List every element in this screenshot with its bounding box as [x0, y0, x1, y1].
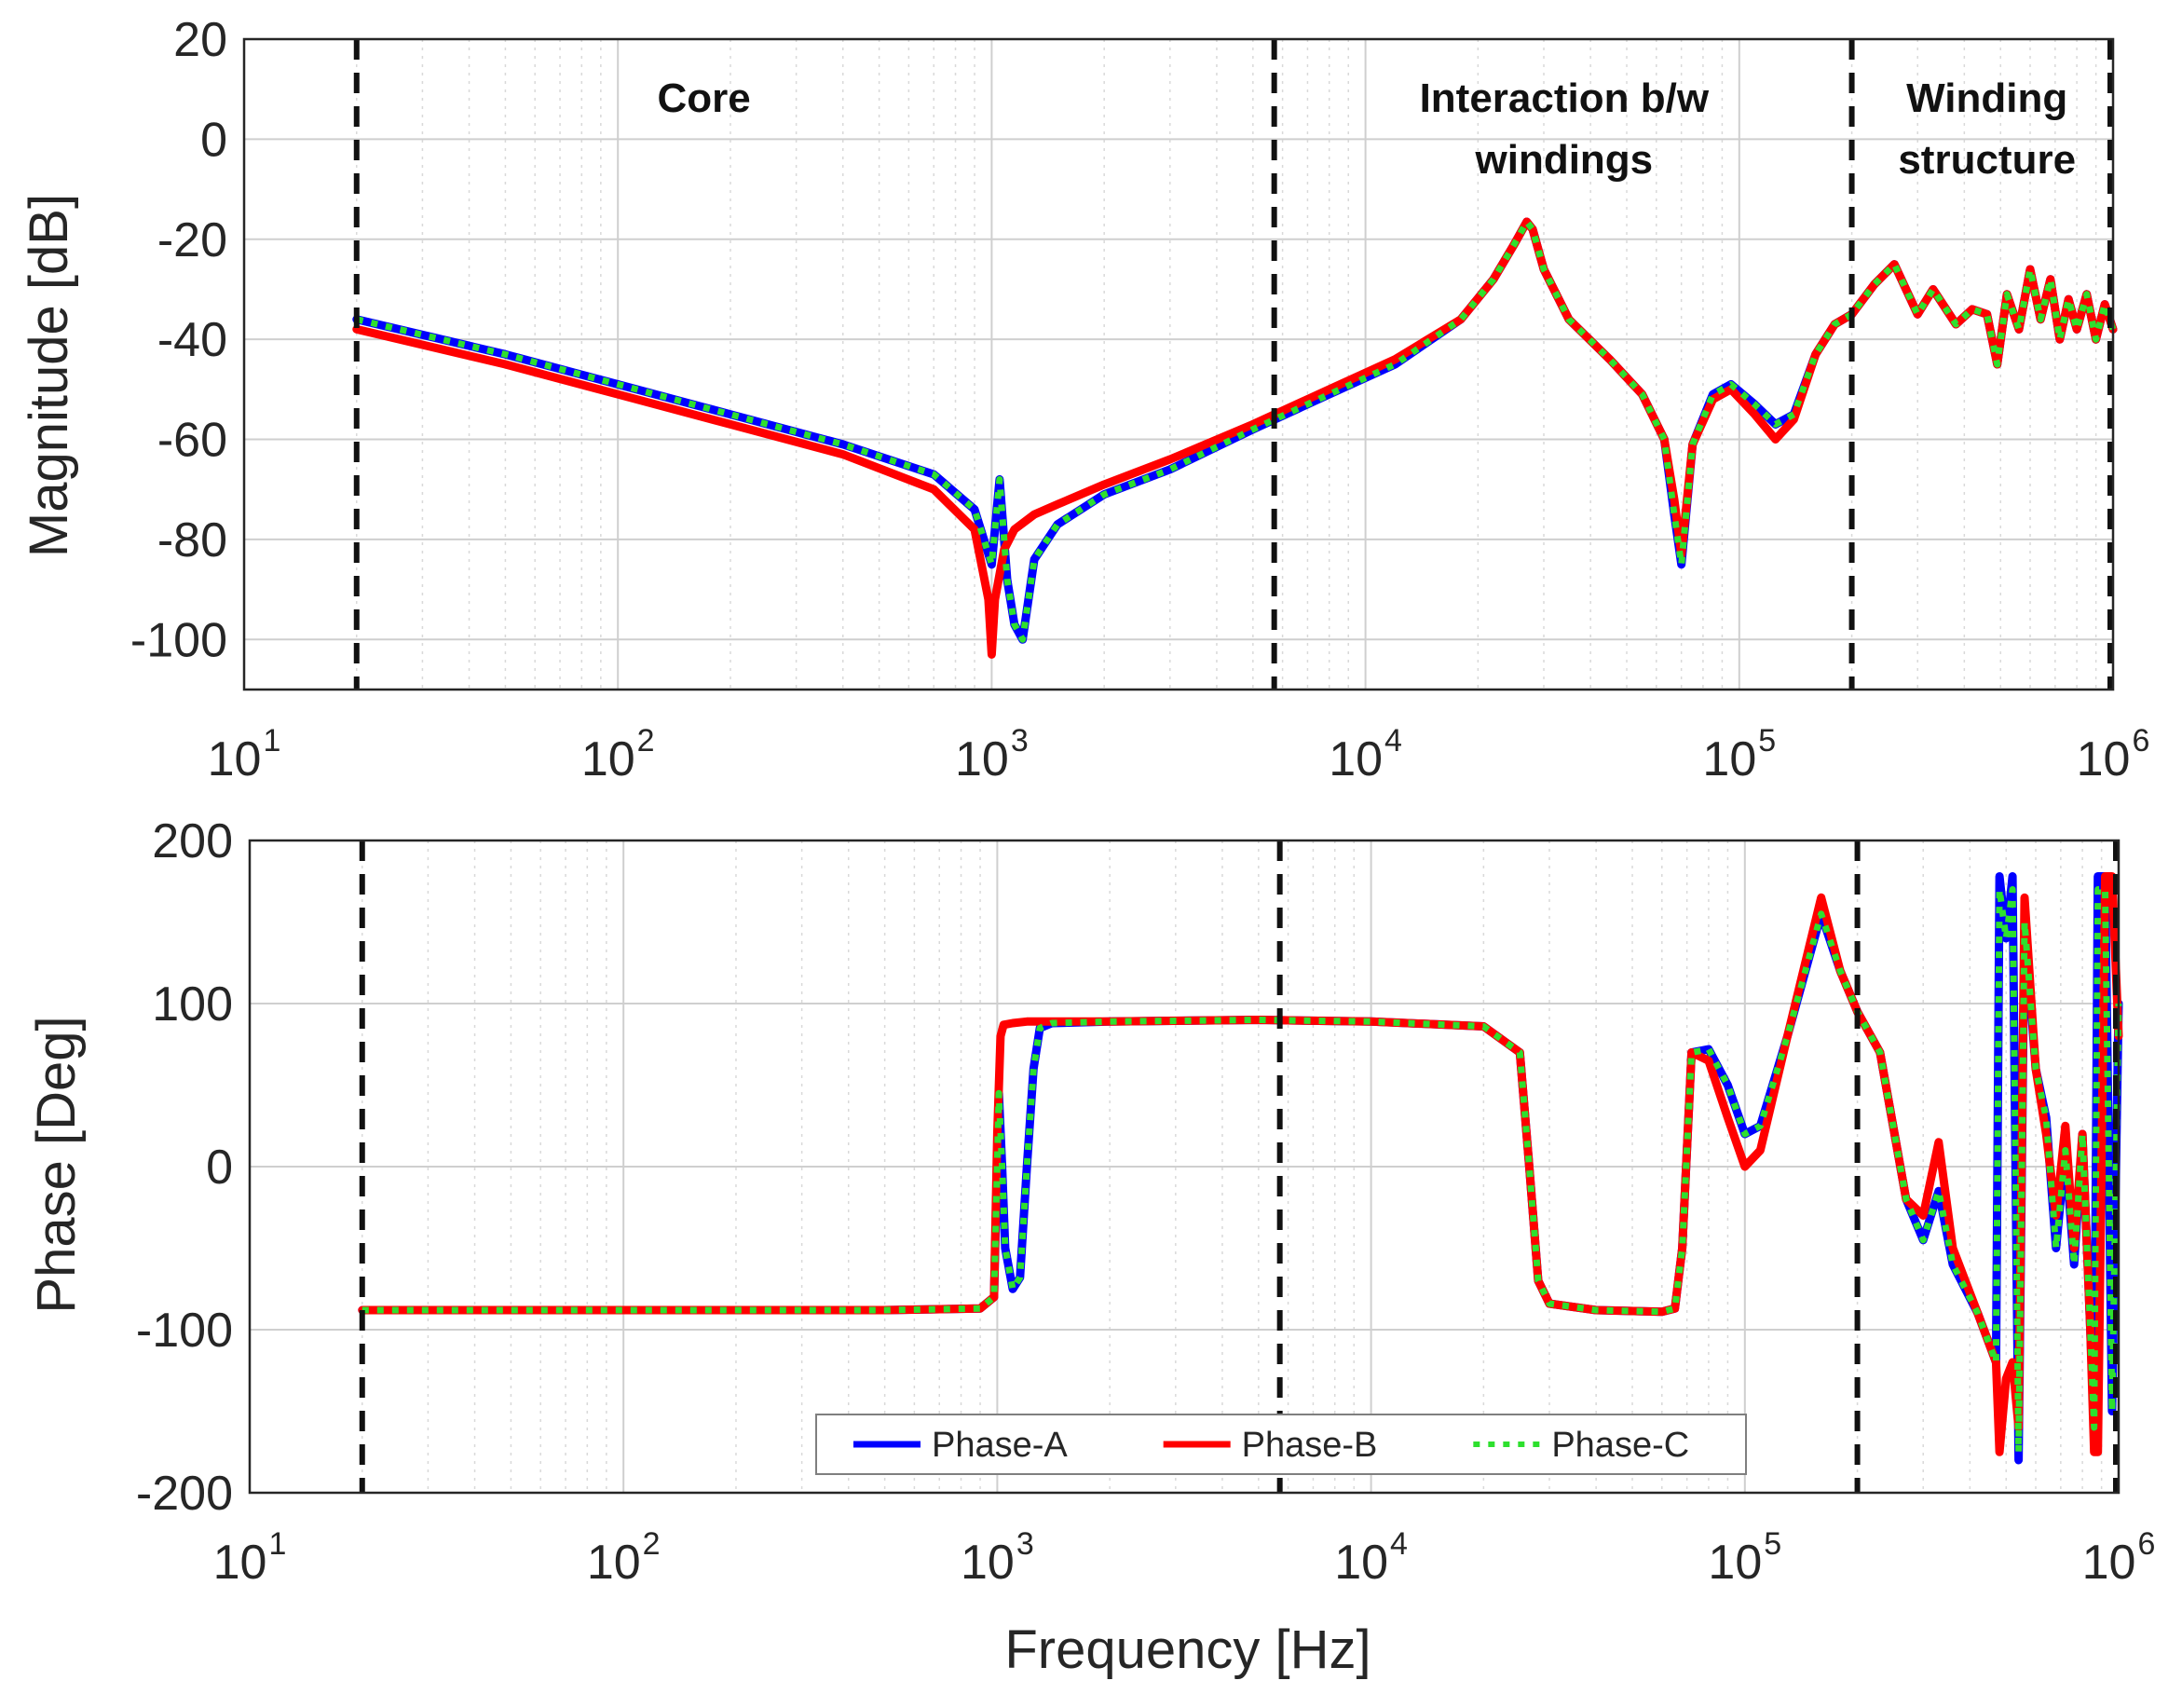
y-tick-label: -20 — [157, 213, 227, 267]
x-tick-exponent: 1 — [263, 723, 280, 758]
x-tick-exponent: 4 — [1390, 1526, 1408, 1562]
x-tick-exponent: 1 — [268, 1526, 286, 1562]
y-tick-label: 20 — [173, 13, 227, 67]
x-tick-exponent: 4 — [1384, 723, 1402, 758]
y-tick-label: 100 — [152, 977, 233, 1032]
region-label: Interaction b/w — [1420, 75, 1710, 121]
y-tick-label: -60 — [157, 414, 227, 468]
x-tick-exponent: 6 — [2132, 723, 2149, 758]
region-label: structure — [1898, 137, 2076, 183]
legend: Phase-A Phase-B Phase-C — [815, 1414, 1747, 1475]
x-tick-exponent: 6 — [2137, 1526, 2155, 1562]
frequency-xlabel: Frequency [Hz] — [1004, 1619, 1371, 1680]
region-label: Core — [658, 75, 751, 121]
x-tick-exponent: 3 — [1016, 1526, 1034, 1562]
x-tick-exponent: 5 — [1764, 1526, 1781, 1562]
y-tick-label: 0 — [200, 113, 227, 167]
y-tick-label: -100 — [136, 1304, 233, 1358]
y-tick-label: -100 — [130, 613, 227, 667]
phase-ylabel: Phase [Deg] — [26, 1016, 87, 1313]
plot-area — [244, 39, 2113, 690]
y-tick-label: -200 — [136, 1467, 233, 1521]
magnitude-ylabel: Magnitude [dB] — [19, 194, 79, 557]
series-line-phase-c — [361, 886, 2122, 1455]
region-label: windings — [1475, 137, 1654, 183]
y-tick-label: -80 — [157, 513, 227, 567]
legend-label-phase-a: Phase-A — [932, 1426, 1068, 1465]
series-line-phase-c — [355, 218, 2117, 643]
x-tick-label: 101 — [208, 723, 281, 786]
x-tick-exponent: 2 — [643, 1526, 661, 1562]
x-tick-exponent: 2 — [637, 723, 655, 758]
legend-label-phase-c: Phase-C — [1551, 1426, 1689, 1465]
region-label: Winding — [1906, 75, 2067, 121]
legend-label-phase-b: Phase-B — [1242, 1426, 1378, 1465]
axes-frame — [242, 37, 2115, 691]
y-tick-label: 0 — [206, 1141, 233, 1195]
magnitude-panel: 101 102 103 104 105 106200-20-40-60-80-100Cor… — [130, 13, 2149, 786]
x-tick-exponent: 3 — [1011, 723, 1029, 758]
axes-frame — [248, 839, 2121, 1495]
legend-box — [815, 1414, 1747, 1475]
y-tick-label: -40 — [157, 313, 227, 367]
y-tick-label: 200 — [152, 814, 233, 868]
x-tick-exponent: 5 — [1758, 723, 1776, 758]
